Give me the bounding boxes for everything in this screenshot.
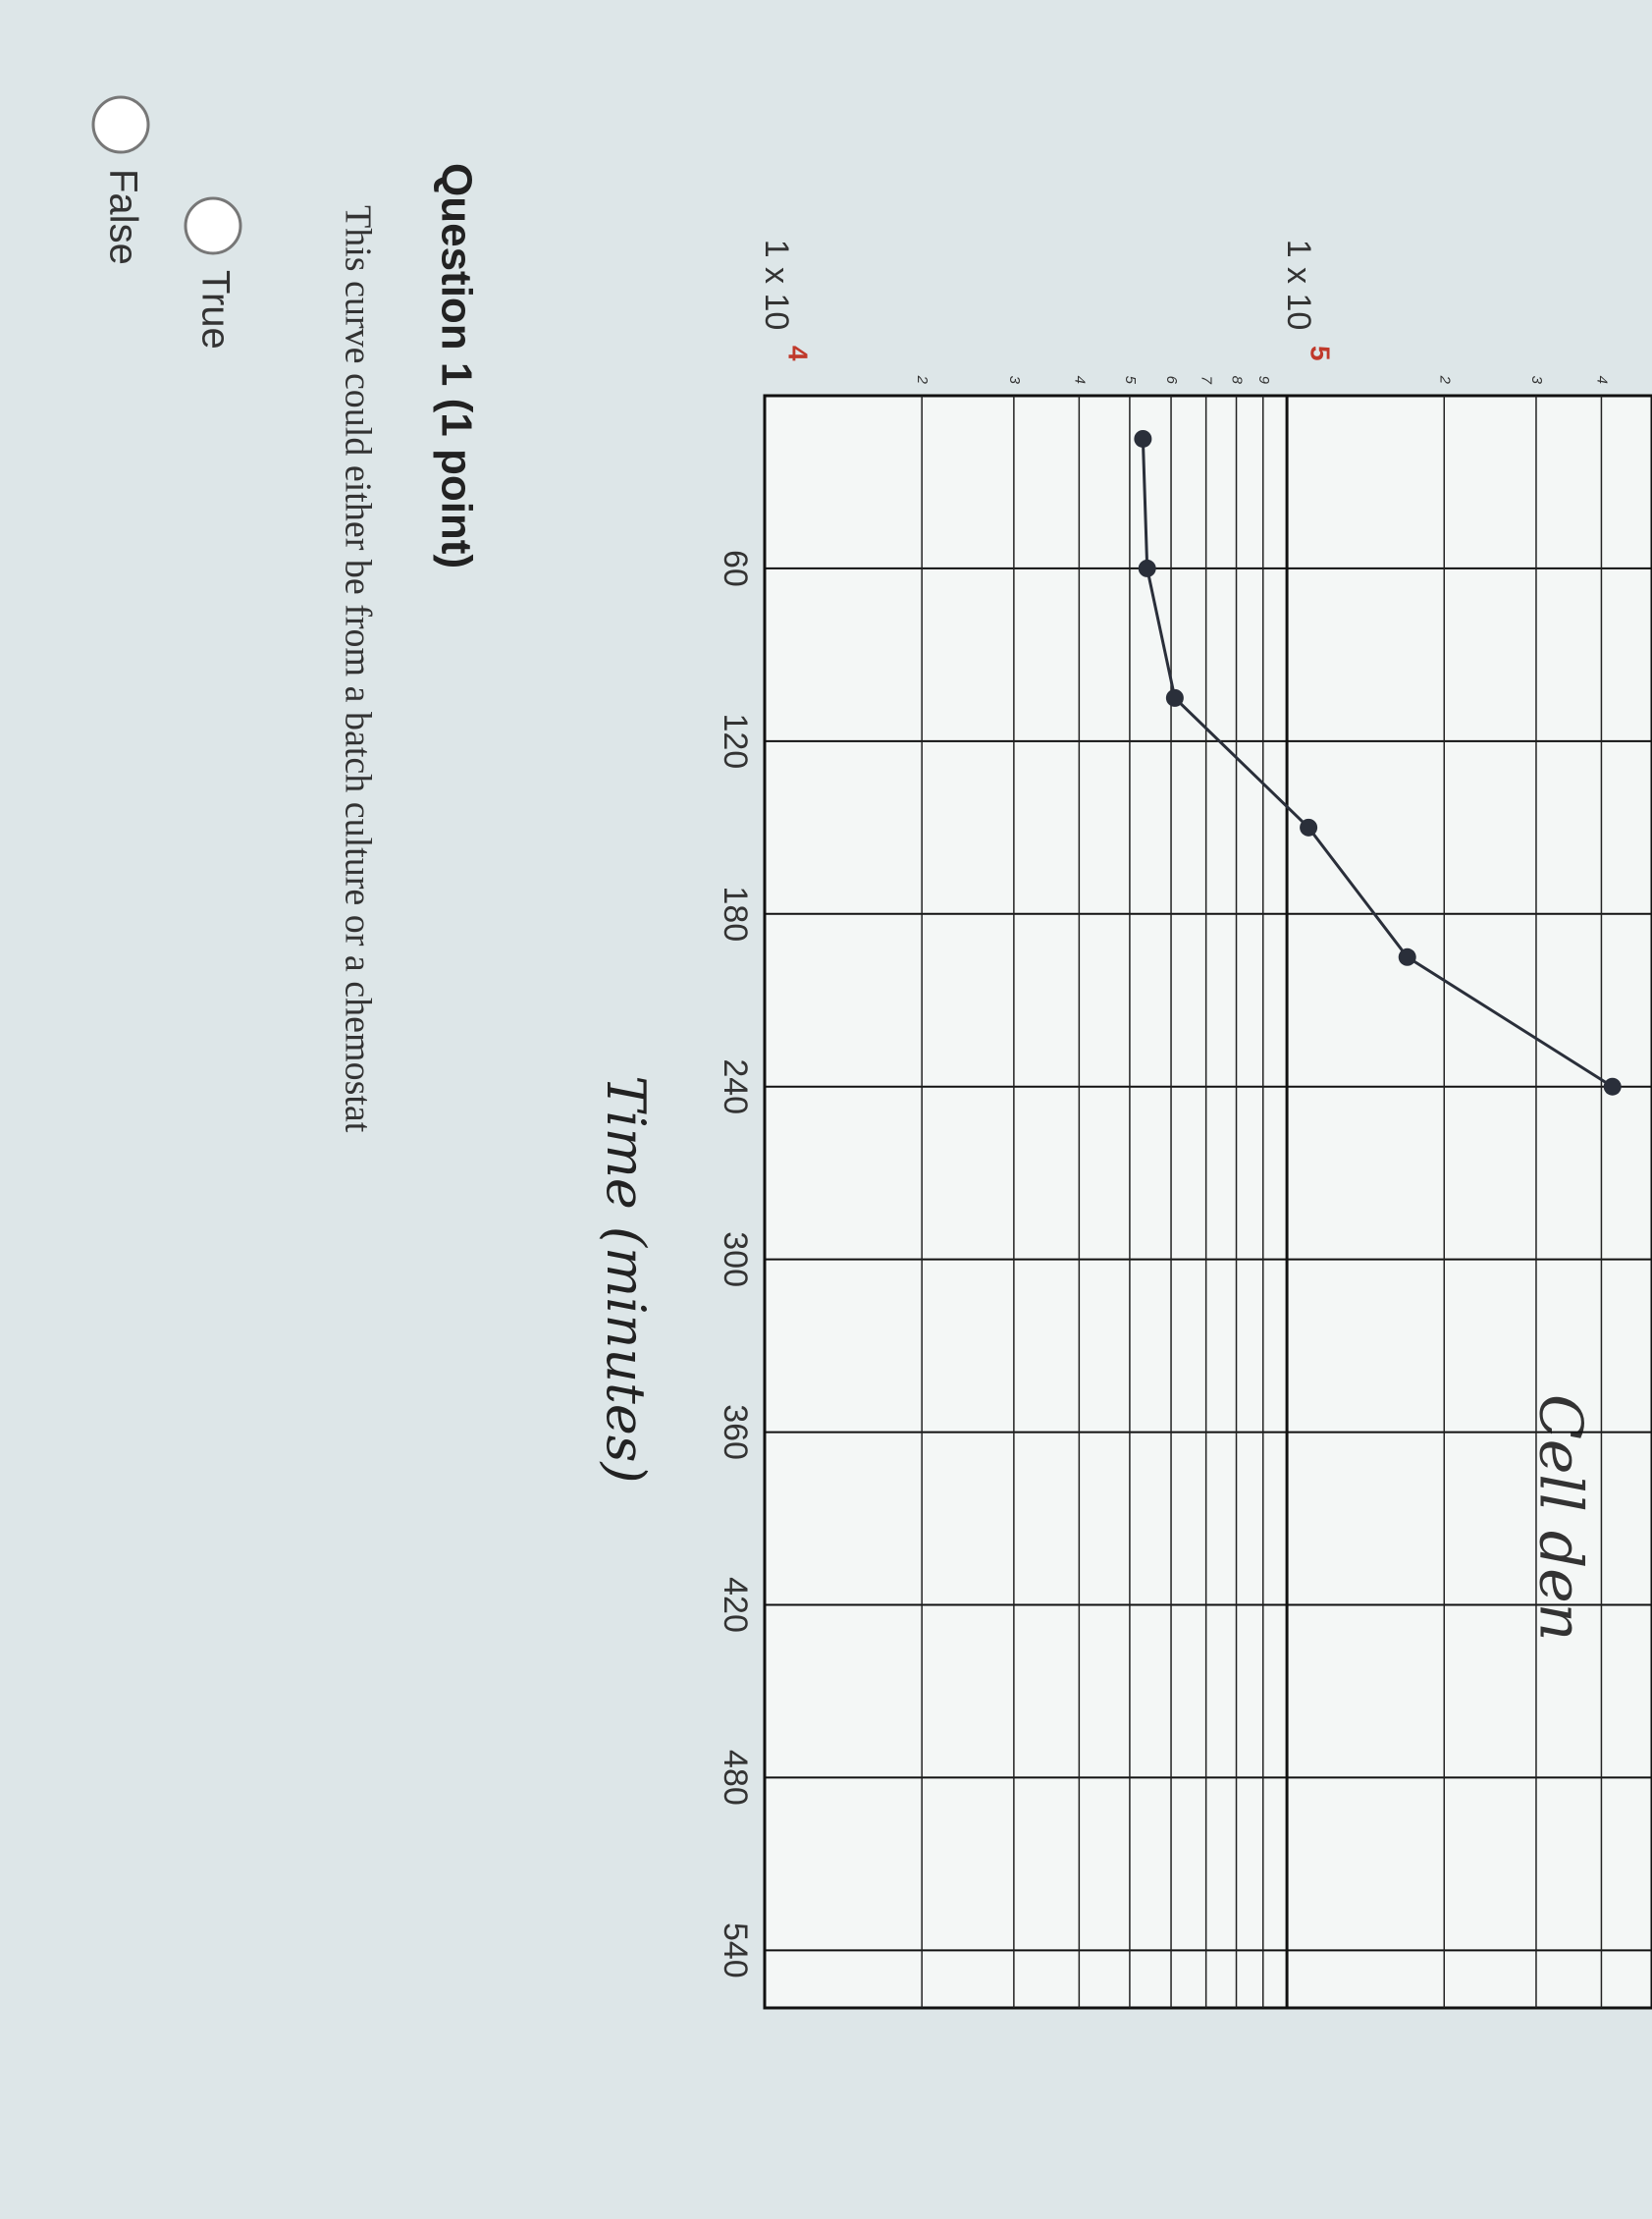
data-point xyxy=(1138,559,1156,577)
radio-true[interactable] xyxy=(184,196,242,255)
x-tick-label: 360 xyxy=(717,1404,754,1460)
data-point xyxy=(1300,818,1318,837)
y-minor-label: 3 xyxy=(1528,376,1545,385)
x-tick-label: 180 xyxy=(717,886,754,942)
y-minor-label: 9 xyxy=(1255,376,1272,385)
question-prompt: This curve could either be from a batch … xyxy=(337,205,378,1133)
radio-false[interactable] xyxy=(91,95,150,154)
x-tick-label: 540 xyxy=(717,1922,754,1978)
x-tick-label: 480 xyxy=(717,1750,754,1806)
graph-paper xyxy=(763,394,1652,2010)
data-point xyxy=(1165,688,1184,707)
x-tick-label: 300 xyxy=(717,1231,754,1287)
y-minor-label: 6 xyxy=(1163,376,1180,385)
y-tick-label: 1 x 10 xyxy=(758,240,795,331)
y-minor-label: 2 xyxy=(914,375,931,385)
y-tick-label: 1 x 10 xyxy=(1280,240,1317,331)
y-minor-label: 4 xyxy=(1593,376,1610,384)
x-tick-label: 420 xyxy=(717,1577,754,1633)
y-minor-label: 3 xyxy=(1006,376,1023,385)
x-axis-label: Time (minutes) xyxy=(595,1075,657,1483)
question-title: Question 1 (1 point) xyxy=(432,163,480,568)
option-label[interactable]: False xyxy=(101,169,144,265)
data-point xyxy=(1134,429,1152,448)
data-point xyxy=(1398,947,1416,966)
x-tick-label: 60 xyxy=(717,550,754,587)
y-minor-label: 7 xyxy=(1199,376,1215,385)
y-minor-label: 8 xyxy=(1229,376,1246,385)
y-minor-label: 2 xyxy=(1436,375,1453,385)
x-tick-label: 120 xyxy=(717,713,754,769)
chart-title: Cell den xyxy=(1525,1394,1594,1641)
option-label[interactable]: True xyxy=(193,270,237,350)
y-tick-exponent: 4 xyxy=(783,346,814,361)
x-tick-label: 240 xyxy=(717,1058,754,1114)
data-point xyxy=(1603,1077,1622,1096)
y-tick-exponent: 5 xyxy=(1306,346,1336,361)
data-line xyxy=(1141,438,1614,1088)
y-minor-label: 4 xyxy=(1071,376,1088,384)
y-minor-label: 5 xyxy=(1122,376,1139,385)
